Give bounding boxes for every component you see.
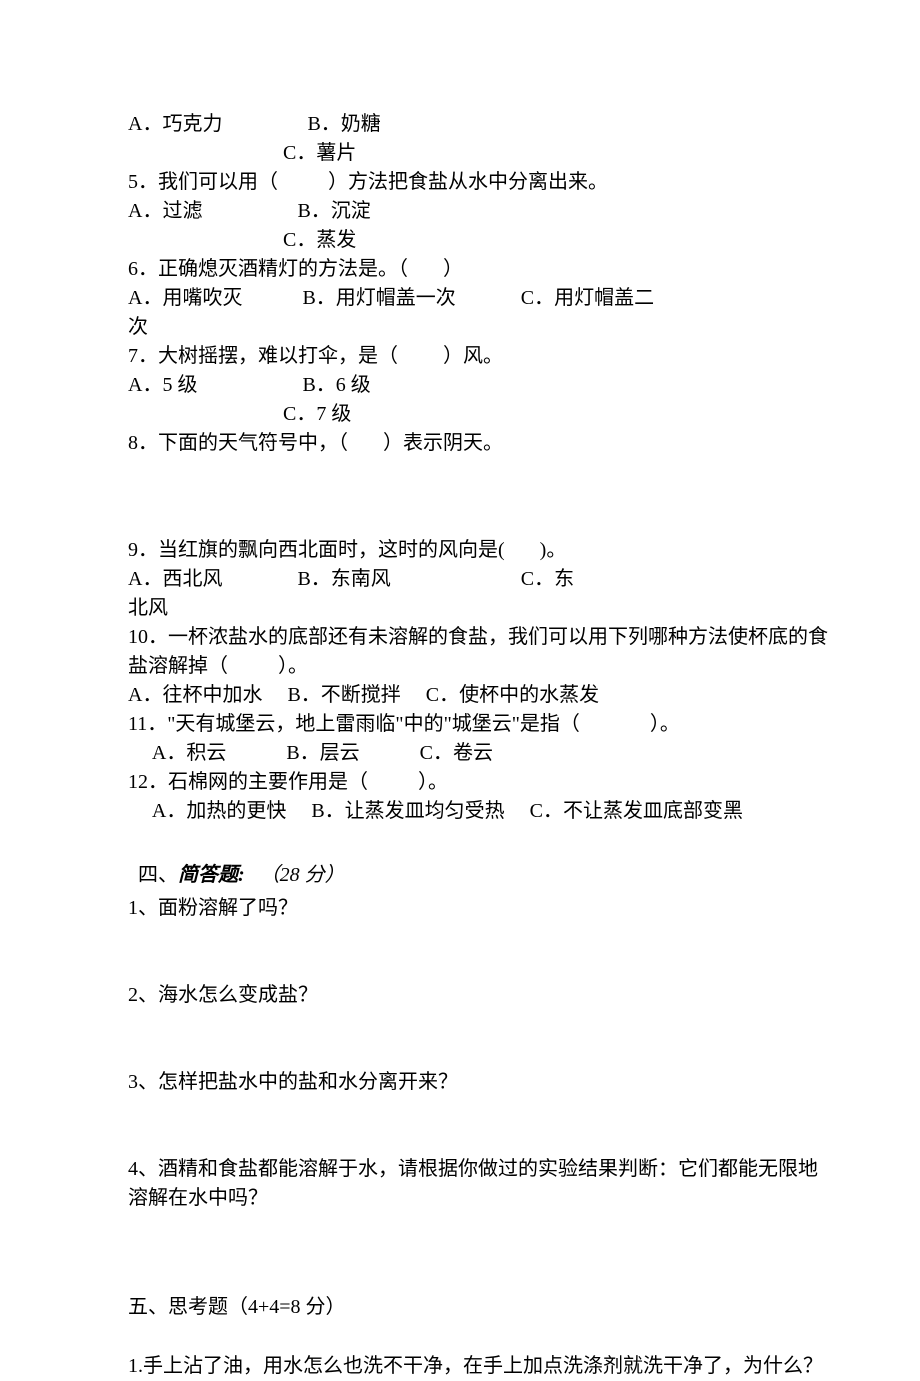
gap-after-sq1 xyxy=(128,923,802,981)
q6-option-line1: A．用嘴吹灭 B．用灯帽盖一次 C．用灯帽盖二 xyxy=(128,284,802,313)
short-answer-q4-line1: 4、酒精和食盐都能溶解于水，请根据你做过的实验结果判断：它们都能无限地 xyxy=(128,1155,802,1184)
gap-after-sq2 xyxy=(128,1010,802,1068)
section-4-points: （28 分） xyxy=(260,864,345,886)
q6-stem: 6．正确熄灭酒精灯的方法是。（ ） xyxy=(128,255,802,284)
q9-option-line2: 北风 xyxy=(128,594,802,623)
thinking-q1: 1.手上沾了油，用水怎么也洗不干净，在手上加点洗涤剂就洗干净了，为什么？ xyxy=(128,1352,802,1381)
q5-stem: 5．我们可以用（ ）方法把食盐从水中分离出来。 xyxy=(128,168,802,197)
q4-option-line1: A．巧克力 B．奶糖 xyxy=(128,110,802,139)
short-answer-q4-line2: 溶解在水中吗？ xyxy=(128,1184,802,1213)
q11-options: A．积云 B．层云 C．卷云 xyxy=(128,739,802,768)
section-4-label: 四、 xyxy=(138,864,178,886)
q10-stem-line2: 盐溶解掉（ ）。 xyxy=(128,652,802,681)
section-5-header: 五、思考题（4+4=8 分） xyxy=(128,1293,802,1322)
q7-option-line1: A．5 级 B．6 级 xyxy=(128,371,802,400)
short-answer-q3: 3、怎样把盐水中的盐和水分离开来？ xyxy=(128,1068,802,1097)
q10-stem-line1: 10．一杯浓盐水的底部还有未溶解的食盐，我们可以用下列哪种方法使杯底的食 xyxy=(128,623,802,652)
q11-stem: 11．"天有城堡云，地上雷雨临"中的"城堡云"是指（ ）。 xyxy=(128,710,802,739)
q12-options: A．加热的更快 B．让蒸发皿均匀受热 C．不让蒸发皿底部变黑 xyxy=(128,797,802,826)
section-4-title: 简答题: xyxy=(178,864,260,886)
q7-stem: 7．大树摇摆，难以打伞，是（ ）风。 xyxy=(128,342,802,371)
short-answer-q1: 1、面粉溶解了吗？ xyxy=(128,894,802,923)
q5-option-line1: A．过滤 B．沉淀 xyxy=(128,197,802,226)
q12-stem: 12．石棉网的主要作用是（ ）。 xyxy=(128,768,802,797)
q6-option-line2: 次 xyxy=(128,313,802,342)
q5-option-line2: C．蒸发 xyxy=(128,226,802,255)
gap-after-sq4 xyxy=(128,1213,802,1293)
q9-stem: 9．当红旗的飘向西北面时，这时的风向是( )。 xyxy=(128,536,802,565)
gap-after-sec5 xyxy=(128,1322,802,1352)
gap-after-sq3 xyxy=(128,1097,802,1155)
q9-option-line1: A．西北风 B．东南风 C．东 xyxy=(128,565,802,594)
section-4-header: 四、简答题: （28 分） xyxy=(128,832,802,890)
short-answer-q2: 2、海水怎么变成盐？ xyxy=(128,981,802,1010)
q8-stem: 8．下面的天气符号中，（ ）表示阴天。 xyxy=(128,429,802,458)
gap-after-q8 xyxy=(128,458,802,536)
q4-option-line2: C．薯片 xyxy=(128,139,802,168)
q7-option-line2: C．7 级 xyxy=(128,400,802,429)
q10-options: A．往杯中加水 B．不断搅拌 C．使杯中的水蒸发 xyxy=(128,681,802,710)
